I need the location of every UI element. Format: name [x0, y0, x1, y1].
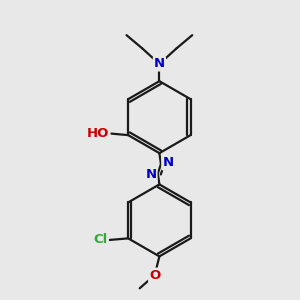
Text: HO: HO: [87, 127, 110, 140]
Text: N: N: [162, 156, 173, 169]
Text: Cl: Cl: [94, 233, 108, 246]
Text: N: N: [146, 168, 157, 181]
Text: N: N: [154, 58, 165, 70]
Text: O: O: [149, 268, 160, 282]
